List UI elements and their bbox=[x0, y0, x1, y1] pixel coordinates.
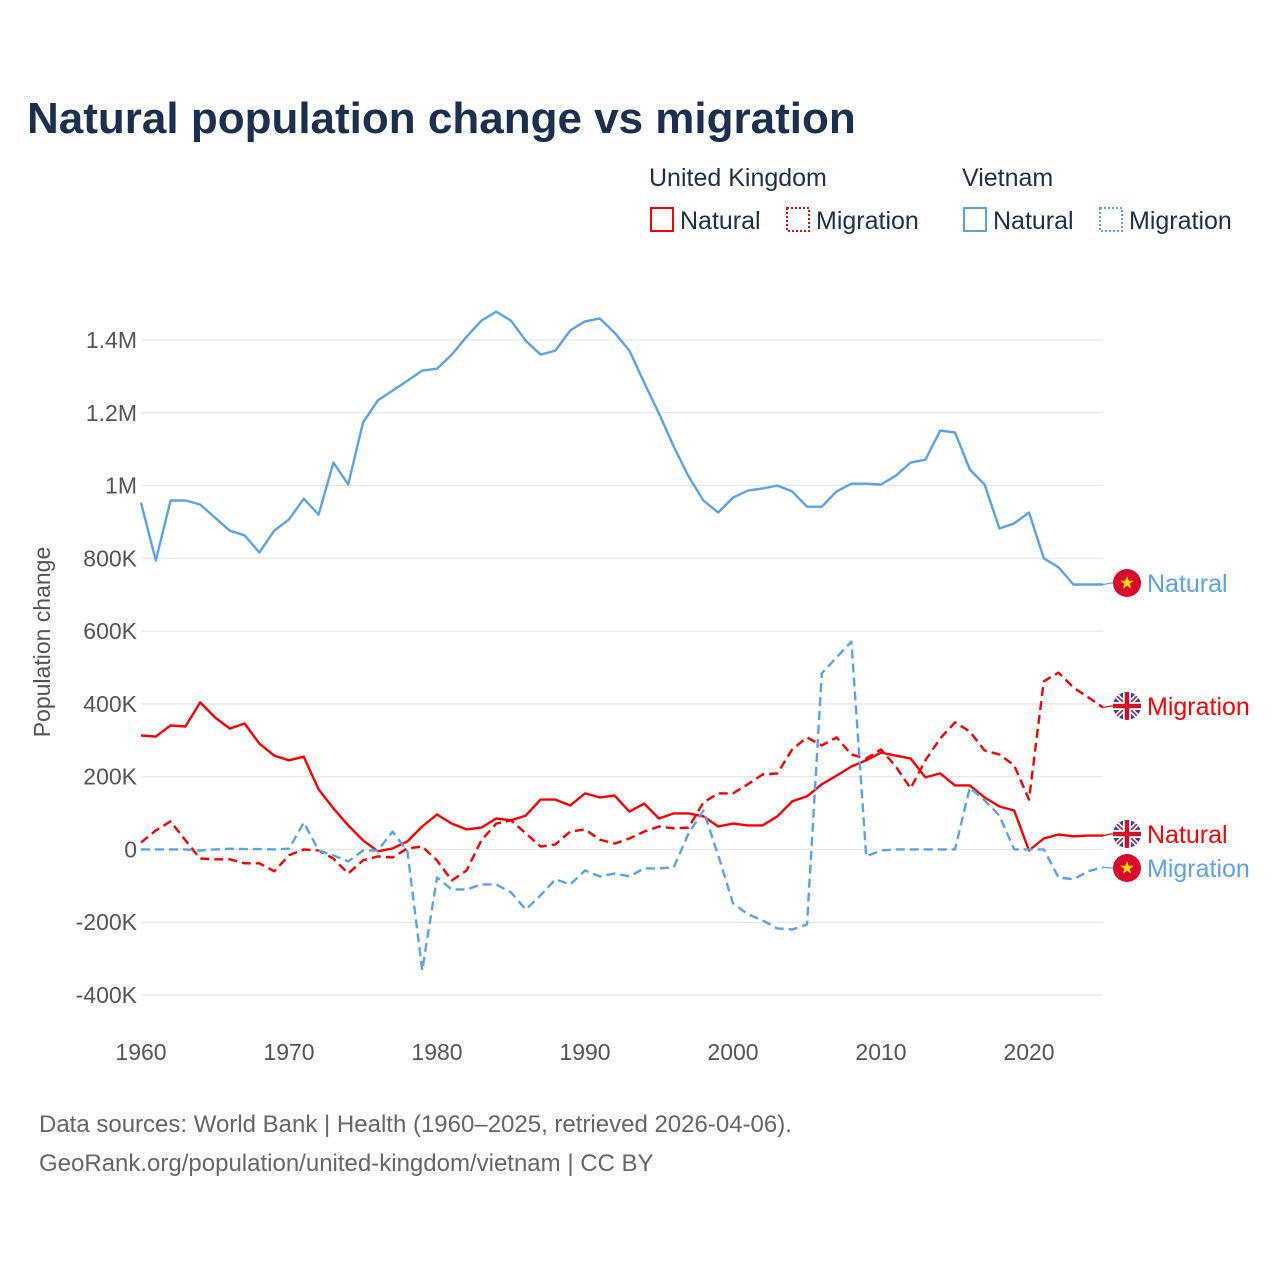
end-label-connector bbox=[1102, 833, 1113, 837]
legend-swatch-uk-migration bbox=[786, 207, 810, 232]
legend-swatch-vietnam-migration bbox=[1099, 207, 1123, 232]
legend-swatch-vietnam-natural bbox=[963, 207, 987, 232]
end-label: Natural bbox=[1147, 821, 1228, 849]
uk-flag-icon bbox=[1113, 820, 1141, 848]
y-tick-label: 400K bbox=[83, 691, 137, 717]
y-tick-label: 800K bbox=[83, 545, 137, 571]
y-tick-label: 600K bbox=[83, 618, 137, 644]
legend-label-vietnam-natural[interactable]: Natural bbox=[993, 207, 1074, 235]
y-tick-label: -200K bbox=[76, 909, 138, 935]
y-tick-label: 1.2M bbox=[86, 400, 137, 426]
x-tick-label: 2000 bbox=[707, 1039, 758, 1065]
legend-label-uk-migration[interactable]: Migration bbox=[816, 207, 919, 235]
legend-group-vietnam: Vietnam bbox=[962, 164, 1053, 192]
gridlines bbox=[141, 339, 1103, 996]
x-axis: 1960 1970 1980 1990 2000 2010 2020 bbox=[115, 1039, 1054, 1065]
end-label: Migration bbox=[1147, 855, 1250, 883]
y-tick-label: -400K bbox=[76, 982, 138, 1008]
y-tick-label: 200K bbox=[83, 764, 137, 790]
x-tick-label: 1990 bbox=[559, 1039, 610, 1065]
source-line-1: Data sources: World Bank | Health (1960–… bbox=[39, 1111, 792, 1138]
series-line-united-kingdom-natural[interactable] bbox=[140, 701, 1103, 853]
vietnam-flag-icon bbox=[1113, 569, 1141, 597]
end-label-connector bbox=[1102, 705, 1113, 709]
end-label: Migration bbox=[1147, 693, 1250, 721]
legend-label-vietnam-migration[interactable]: Migration bbox=[1129, 207, 1232, 235]
series-line-vietnam-natural[interactable] bbox=[139, 310, 1103, 586]
end-label: Natural bbox=[1147, 570, 1228, 598]
series-line-vietnam-migration[interactable] bbox=[141, 640, 1104, 972]
vietnam-flag-icon bbox=[1113, 854, 1141, 882]
y-tick-label: 1.4M bbox=[86, 327, 137, 353]
y-tick-label: 1M bbox=[105, 473, 137, 499]
series-line-united-kingdom-migration[interactable] bbox=[140, 671, 1104, 882]
x-tick-label: 2020 bbox=[1003, 1039, 1054, 1065]
y-axis-label: Population change bbox=[29, 547, 55, 738]
x-tick-label: 1960 bbox=[115, 1039, 166, 1065]
uk-flag-icon bbox=[1113, 692, 1141, 720]
end-labels: Natural Migration Natural Migration bbox=[1102, 569, 1250, 883]
x-tick-label: 1970 bbox=[263, 1039, 314, 1065]
legend-swatch-uk-natural bbox=[650, 207, 674, 232]
series-lines bbox=[139, 310, 1104, 972]
source-line-2[interactable]: GeoRank.org/population/united-kingdom/vi… bbox=[39, 1150, 654, 1177]
end-label-connector bbox=[1102, 582, 1113, 586]
end-label-connector bbox=[1102, 866, 1113, 869]
legend-label-uk-natural[interactable]: Natural bbox=[680, 207, 761, 235]
legend-group-uk: United Kingdom bbox=[649, 164, 827, 192]
y-axis: 1.4M 1.2M 1M 800K 600K 400K 200K 0 -200K -400K bbox=[76, 327, 138, 1008]
y-tick-label: 0 bbox=[124, 836, 137, 862]
x-tick-label: 1980 bbox=[411, 1039, 462, 1065]
x-tick-label: 2010 bbox=[855, 1039, 906, 1065]
legend: United Kingdom Vietnam Natural Migration… bbox=[649, 164, 1232, 235]
chart-title: Natural population change vs migration bbox=[27, 94, 856, 143]
